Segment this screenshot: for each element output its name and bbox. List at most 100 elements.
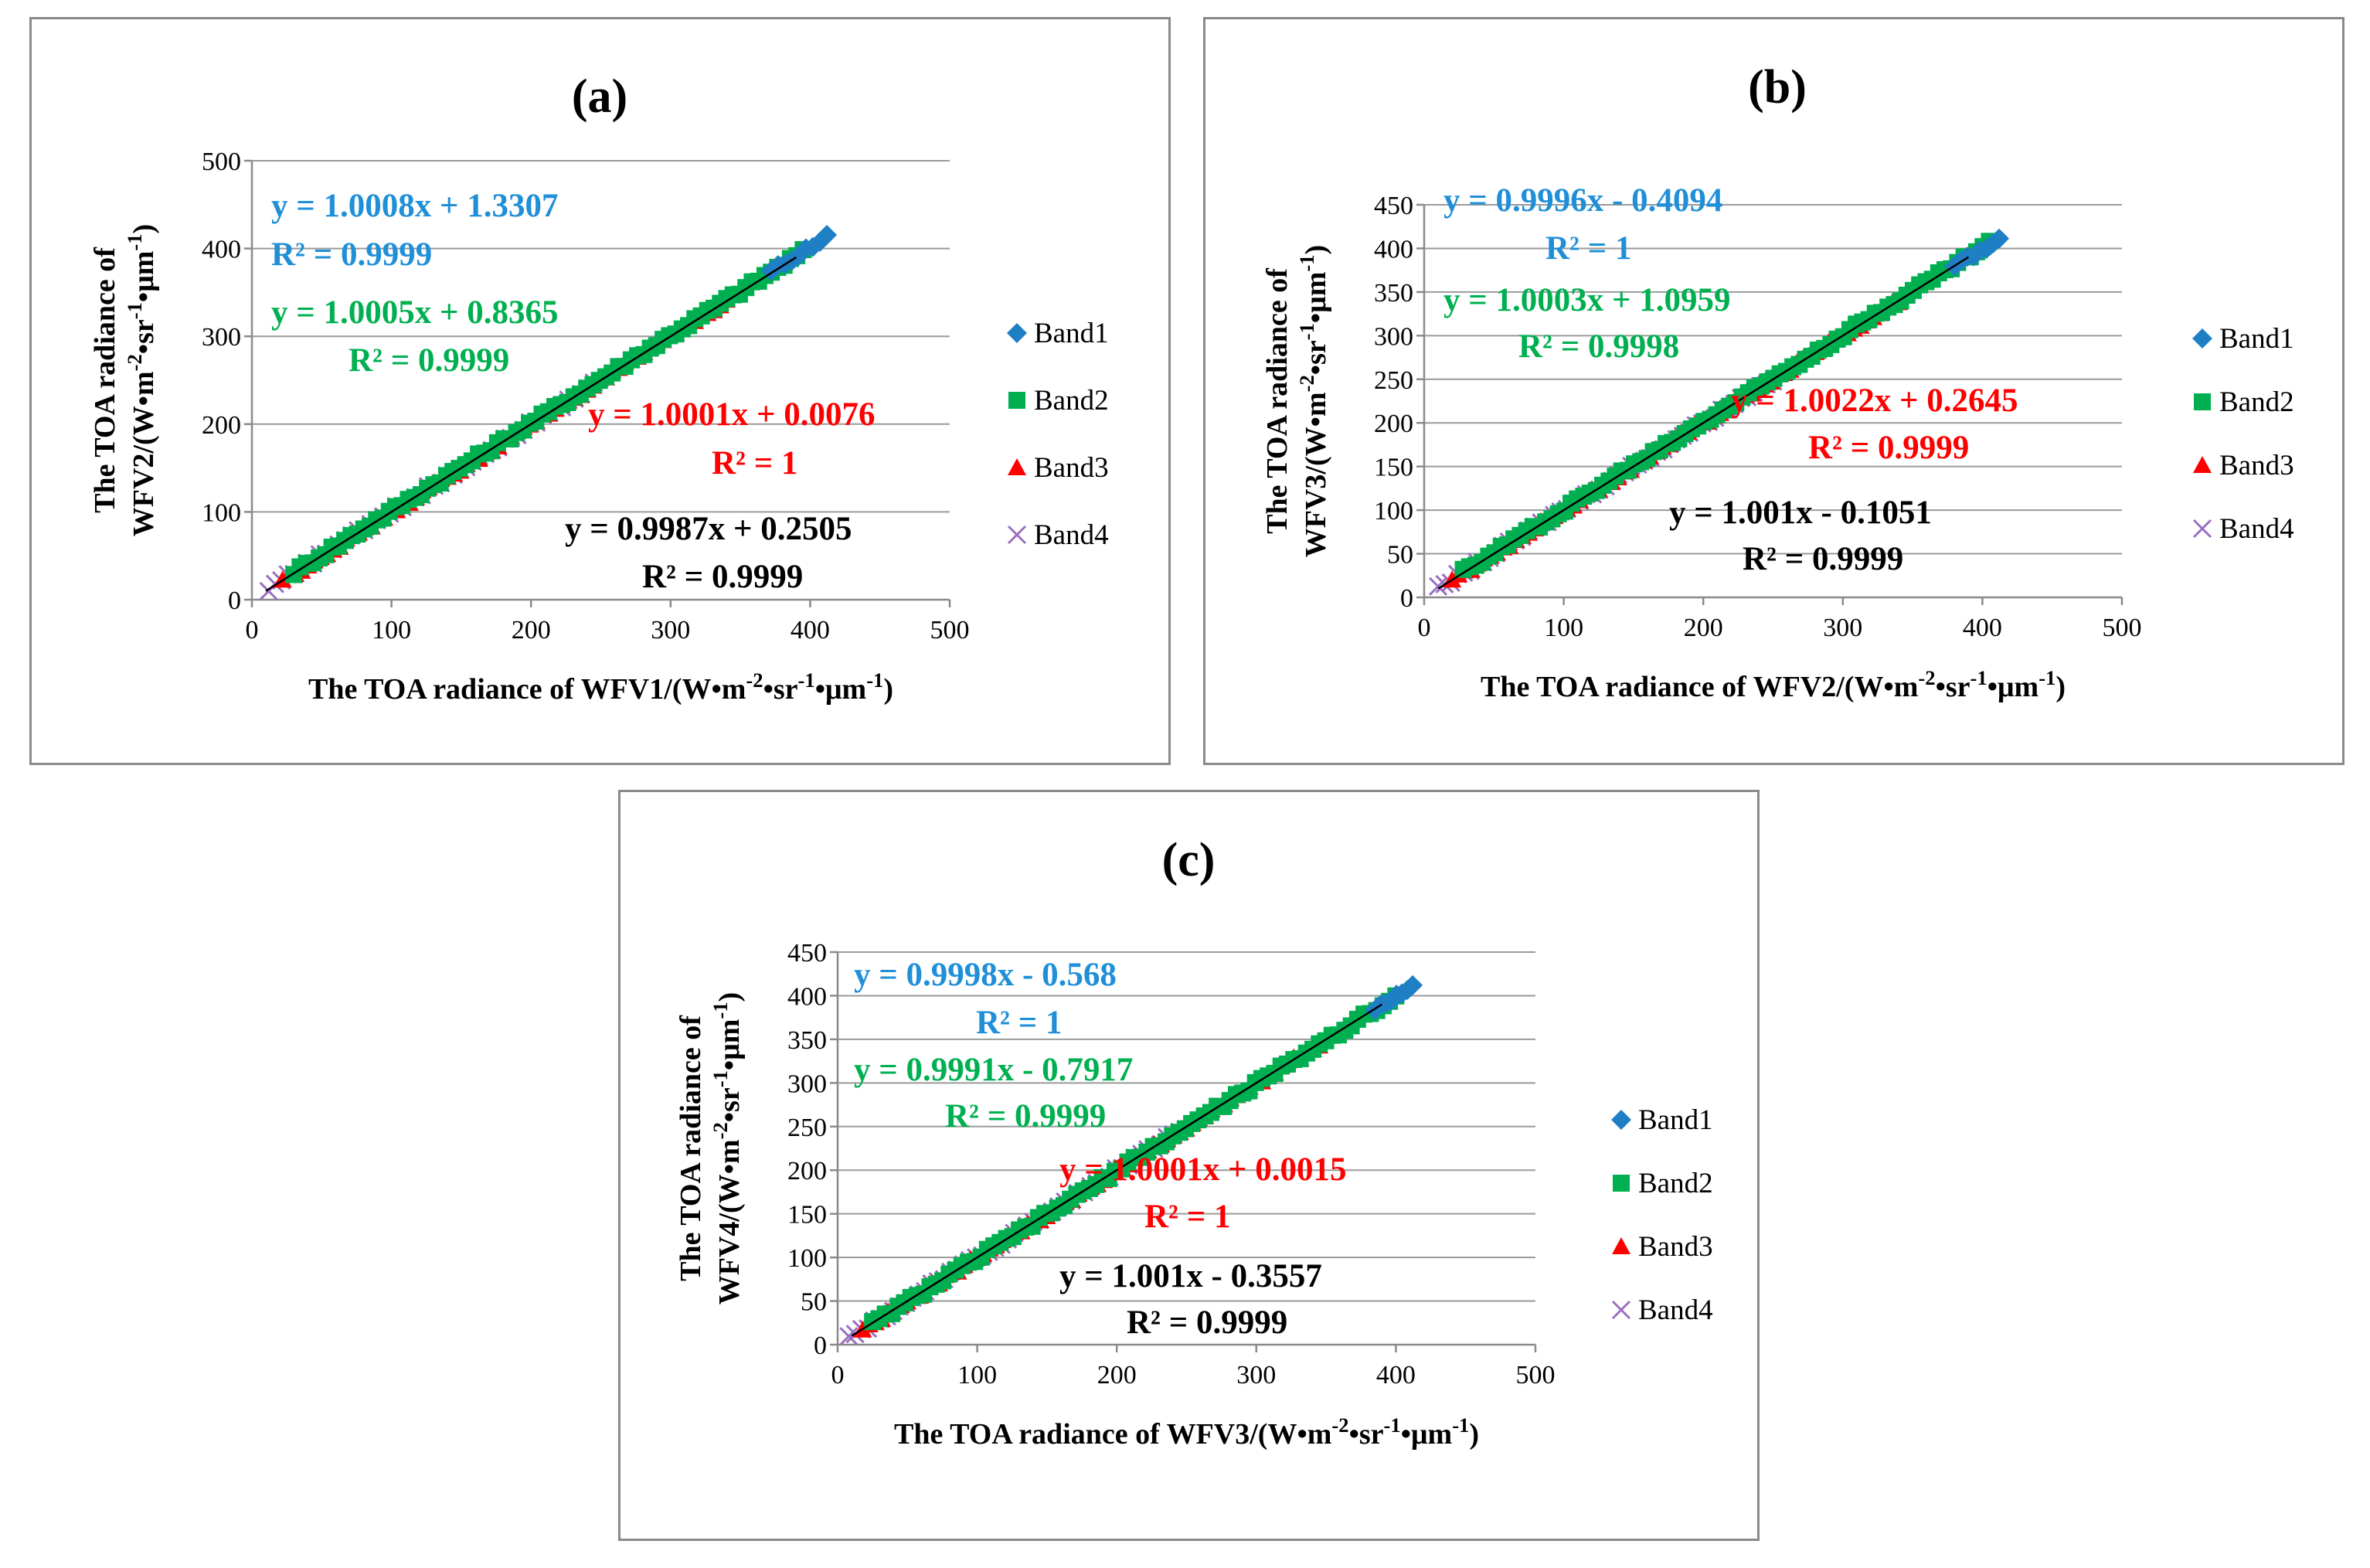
r-squared-band4: R² = 0.9999	[1127, 1304, 1287, 1341]
chart-panel-a: (a) 0 100 200 300 400 500 0 100 200 300 400 500 The T…	[29, 17, 1171, 765]
legend-label-band4: Band4	[1034, 519, 1109, 551]
r-squared-band2: R² = 0.9998	[1518, 328, 1679, 365]
chart-title: (c)	[1162, 834, 1216, 886]
y-tick-label: 100	[787, 1244, 827, 1273]
y-tick-label: 250	[1374, 366, 1413, 395]
y-tick-label: 250	[787, 1114, 827, 1142]
x-tick-label: 300	[651, 616, 690, 645]
r-squared-band2: R² = 0.9999	[349, 342, 509, 379]
chart-svg: (a) 0 100 200 300 400 500 0 100 200 300 400 500 The T…	[89, 70, 1109, 706]
equation-band2: y = 1.0005x + 0.8365	[271, 294, 559, 331]
trendline	[265, 256, 797, 592]
y-tick-label: 200	[202, 411, 241, 440]
legend: Band1 Band2 Band3 Band4	[2192, 323, 2294, 545]
equation-band2: y = 0.9991x - 0.7917	[854, 1052, 1133, 1088]
y-axis-label: The TOA radiance of WFV2/(W•m-2•sr-1•μm-1…	[89, 224, 160, 536]
legend-marker-band2	[1008, 392, 1025, 409]
legend-label-band1: Band1	[2219, 323, 2294, 355]
legend-label-band1: Band1	[1034, 318, 1109, 349]
data-point-band1	[1989, 228, 2010, 249]
r-squared-band1: R² = 0.9999	[271, 236, 432, 273]
data-point-band4	[1428, 577, 1448, 596]
x-tick-label: 100	[1544, 614, 1583, 642]
y-tick-label: 200	[787, 1157, 827, 1185]
x-tick-label: 400	[1963, 614, 2002, 642]
series-band1	[1365, 974, 1423, 1020]
y-tick-label: 0	[814, 1332, 827, 1360]
equation-band3: y = 1.0001x + 0.0076	[588, 396, 876, 433]
y-tick-label: 300	[1374, 322, 1413, 351]
y-tick-label: 400	[787, 982, 827, 1011]
legend-marker-band1	[2192, 328, 2212, 349]
legend-marker-band2	[1613, 1175, 1630, 1192]
equation-band4: y = 1.001x - 0.1051	[1669, 495, 1932, 531]
chart-title: (a)	[572, 70, 627, 123]
series-band2	[864, 987, 1405, 1331]
r-squared-band4: R² = 0.9999	[1743, 541, 1903, 577]
legend-marker-band2	[2194, 393, 2211, 410]
y-tick-label: 450	[787, 939, 827, 968]
equation-band4: y = 0.9987x + 0.2505	[565, 511, 852, 547]
y-tick-label: 50	[1387, 541, 1413, 570]
y-tick-label: 100	[202, 498, 241, 527]
y-tick-label: 150	[787, 1201, 827, 1230]
legend-marker-band3	[1008, 458, 1026, 475]
x-tick-label: 0	[1418, 614, 1431, 642]
y-tick-label: 500	[202, 148, 241, 176]
y-tick-label: 0	[228, 587, 241, 615]
y-tick-label: 200	[1374, 410, 1413, 438]
legend-label-band4: Band4	[2219, 513, 2294, 545]
x-tick-label: 100	[372, 616, 411, 645]
trendline	[851, 1003, 1383, 1337]
legend-label-band3: Band3	[2219, 450, 2294, 481]
r-squared-band3: R² = 1	[712, 445, 797, 481]
chart-svg: (b) 0 50 100 150 200 250 300 350 400 450 0 100 200 300…	[1261, 61, 2294, 703]
chart-panel-b: (b) 0 50 100 150 200 250 300 350 400 450 0 100 200 300…	[1203, 17, 2344, 765]
x-tick-label: 400	[1376, 1361, 1416, 1389]
legend-marker-band1	[1007, 323, 1027, 343]
y-axis-label: The TOA radiance of WFV3/(W•m-2•sr-1•μm-1…	[1261, 245, 1332, 557]
legend-marker-band3	[1612, 1237, 1630, 1254]
x-tick-label: 400	[791, 616, 830, 645]
legend-marker-band3	[2193, 456, 2212, 473]
y-tick-label: 400	[202, 236, 241, 264]
r-squared-band4: R² = 0.9999	[642, 559, 803, 595]
x-tick-label: 0	[246, 616, 259, 645]
x-axis-label: The TOA radiance of WFV1/(W•m-2•sr-1•μm-…	[308, 668, 893, 706]
chart-panel-c: (c) 0 50 100 150 200 250 300 350 400 450 0 100 200 300…	[618, 790, 1760, 1541]
y-tick-label: 100	[1374, 497, 1413, 526]
legend: Band1 Band2 Band3 Band4	[1611, 1104, 1713, 1326]
y-axis-label-line1: The TOA radiance of	[89, 247, 121, 513]
legend-label-band3: Band3	[1034, 452, 1109, 484]
series-band1	[1944, 228, 2010, 277]
y-axis-label-line2: WFV4/(W•m-2•sr-1•μm-1)	[709, 992, 746, 1304]
legend-label-band2: Band2	[1034, 385, 1109, 417]
equation-band4: y = 1.001x - 0.3557	[1059, 1258, 1322, 1294]
y-tick-label: 450	[1374, 192, 1413, 220]
legend-label-band1: Band1	[1638, 1104, 1713, 1136]
chart-title: (b)	[1748, 61, 1807, 114]
series-band2	[285, 241, 812, 583]
equation-band3: y = 1.0022x + 0.2645	[1731, 383, 2018, 419]
x-tick-label: 300	[1236, 1361, 1276, 1389]
y-tick-label: 400	[1374, 235, 1413, 264]
y-axis-label-line2: WFV3/(W•m-2•sr-1•μm-1)	[1295, 245, 1332, 557]
equation-band2: y = 1.0003x + 1.0959	[1443, 282, 1731, 318]
y-tick-label: 150	[1374, 454, 1413, 482]
r-squared-band1: R² = 1	[1545, 230, 1631, 267]
x-tick-label: 200	[1684, 614, 1723, 642]
x-tick-label: 300	[1823, 614, 1862, 642]
r-squared-band3: R² = 1	[1144, 1199, 1230, 1235]
legend-marker-band4	[1611, 1300, 1631, 1320]
x-tick-label: 200	[1097, 1361, 1137, 1389]
x-tick-label: 200	[512, 616, 551, 645]
r-squared-band3: R² = 0.9999	[1808, 430, 1969, 466]
legend-label-band3: Band3	[1638, 1231, 1713, 1263]
y-tick-label: 50	[801, 1288, 827, 1317]
data-point-band1	[1403, 974, 1423, 995]
y-tick-label: 0	[1400, 584, 1413, 613]
y-tick-label: 350	[787, 1026, 827, 1055]
legend-marker-band1	[1611, 1110, 1631, 1130]
x-axis-label: The TOA radiance of WFV2/(W•m-2•sr-1•μm-…	[1481, 666, 2066, 703]
legend: Band1 Band2 Band3 Band4	[1007, 318, 1109, 551]
